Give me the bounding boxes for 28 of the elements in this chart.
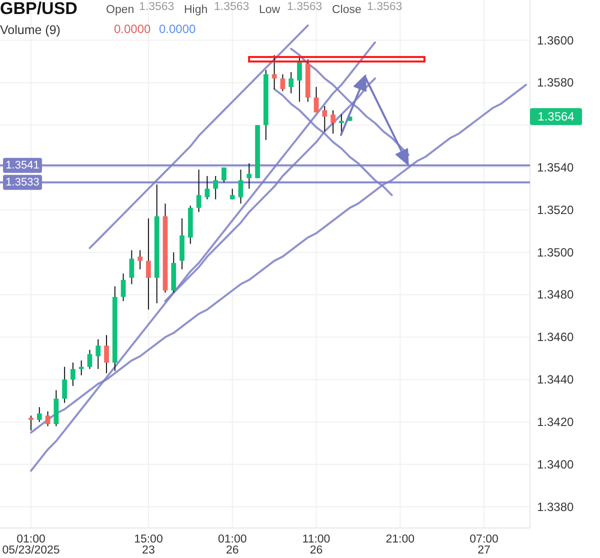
y-tick-label: 1.3520 bbox=[537, 202, 574, 217]
y-tick-label: 1.3420 bbox=[537, 414, 574, 429]
y-tick-label: 1.3440 bbox=[537, 372, 574, 387]
chart-title: GBP/USD bbox=[0, 0, 78, 18]
annotation: Volume (9) bbox=[0, 23, 60, 37]
annotation: Open 1.3563 bbox=[106, 1, 174, 16]
annotation: High 1.3563 bbox=[184, 1, 250, 16]
x-tick-label: 07:00 27 bbox=[470, 534, 498, 556]
ref-line-label: 1.3533 bbox=[6, 176, 40, 188]
x-tick-label: 15:00 23 bbox=[134, 534, 163, 556]
y-tick-label: 1.3540 bbox=[537, 160, 574, 175]
y-tick-label: 1.3460 bbox=[537, 330, 574, 344]
y-tick-label: 1.3380 bbox=[537, 500, 574, 514]
text: 1.3564 bbox=[538, 110, 575, 124]
y-tick-label: 1.3580 bbox=[537, 76, 574, 90]
x-tick-label: 01:00 26 bbox=[218, 534, 247, 556]
annotation: Low 1.3563 bbox=[259, 1, 322, 16]
annotation: 0.0000 bbox=[159, 22, 196, 36]
y-tick-label: 1.3400 bbox=[537, 457, 574, 472]
y-tick-label: 1.3500 bbox=[537, 245, 574, 260]
x-tick-label: 21:00 bbox=[386, 534, 415, 546]
annotation: Close 1.3563 bbox=[332, 1, 402, 16]
y-tick-label: 1.3480 bbox=[537, 288, 574, 302]
y-tick-label: 1.3600 bbox=[537, 33, 574, 48]
x-tick-label: 11:00 26 bbox=[302, 534, 330, 556]
x-tick-label: 01:00 05/23/2025 bbox=[2, 534, 60, 556]
annotation: 0.0000 bbox=[114, 22, 152, 36]
ref-line-label: 1.3541 bbox=[6, 159, 40, 172]
